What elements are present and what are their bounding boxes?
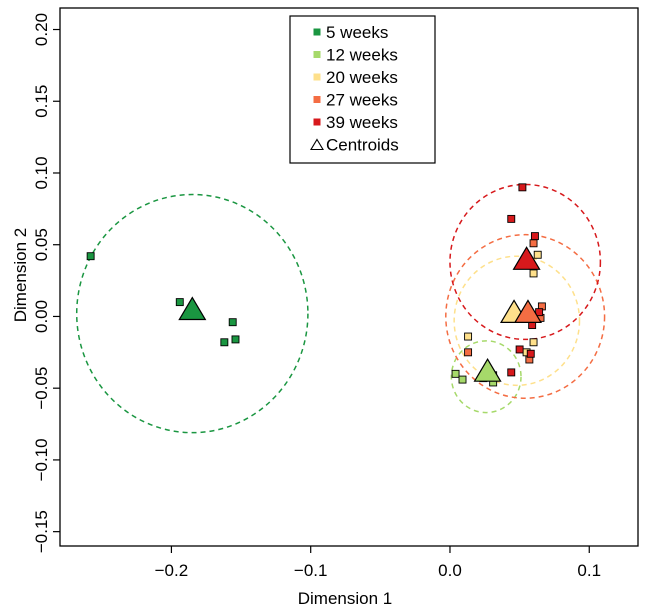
- point-5-weeks-0: [87, 253, 94, 260]
- centroid-markers: [179, 247, 541, 381]
- point-39-weeks-0: [519, 184, 526, 191]
- point-39-weeks-2: [531, 233, 538, 240]
- point-5-weeks-3: [229, 319, 236, 326]
- y-tick-label: −0.10: [32, 438, 51, 481]
- legend-swatch: [314, 29, 321, 36]
- x-tick-label: −0.2: [155, 561, 189, 580]
- point-20-weeks-2: [534, 251, 541, 258]
- legend-swatch: [314, 119, 321, 126]
- point-27-weeks-2: [530, 240, 537, 247]
- legend-label: Centroids: [326, 136, 399, 155]
- point-5-weeks-1: [176, 299, 183, 306]
- y-tick-label: 0.00: [32, 300, 51, 333]
- y-tick-label: 0.15: [32, 85, 51, 118]
- legend-label: 39 weeks: [326, 113, 398, 132]
- point-20-weeks-3: [530, 339, 537, 346]
- legend-label: 27 weeks: [326, 91, 398, 110]
- y-axis: −0.15 −0.10 −0.05 0.00 0.05 0.10 0.15 0.20: [32, 13, 60, 553]
- x-axis-title: Dimension 1: [298, 589, 393, 608]
- y-tick-label: 0.20: [32, 13, 51, 46]
- y-tick-label: 0.10: [32, 156, 51, 189]
- legend-swatch: [314, 96, 321, 103]
- x-tick-label: −0.1: [294, 561, 328, 580]
- legend-label: 20 weeks: [326, 68, 398, 87]
- point-39-weeks-5: [508, 369, 515, 376]
- y-tick-label: 0.05: [32, 228, 51, 261]
- legend: 5 weeks 12 weeks 20 weeks 27 weeks 39 weeks C…: [290, 16, 435, 163]
- y-axis-title: Dimension 2: [11, 228, 30, 323]
- point-27-weeks-0: [465, 349, 472, 356]
- point-20-weeks-1: [530, 270, 537, 277]
- legend-swatch: [314, 51, 321, 58]
- centroid-12-weeks: [475, 359, 501, 381]
- point-12-weeks-1: [459, 376, 466, 383]
- point-39-weeks-1: [508, 215, 515, 222]
- legend-label: 5 weeks: [326, 23, 388, 42]
- point-39-weeks-4: [516, 346, 523, 353]
- x-tick-label: 0.1: [577, 561, 601, 580]
- point-5-weeks-4: [232, 336, 239, 343]
- point-39-weeks-7: [527, 350, 534, 357]
- x-tick-label: 0.0: [438, 561, 462, 580]
- y-tick-label: −0.15: [32, 510, 51, 553]
- point-20-weeks-0: [465, 333, 472, 340]
- data-points: [87, 184, 545, 386]
- x-axis: −0.2 −0.1 0.0 0.1: [155, 546, 601, 580]
- legend-swatch: [314, 74, 321, 81]
- point-5-weeks-2: [221, 339, 228, 346]
- point-12-weeks-0: [452, 370, 459, 377]
- y-tick-label: −0.05: [32, 367, 51, 410]
- legend-label: 12 weeks: [326, 46, 398, 65]
